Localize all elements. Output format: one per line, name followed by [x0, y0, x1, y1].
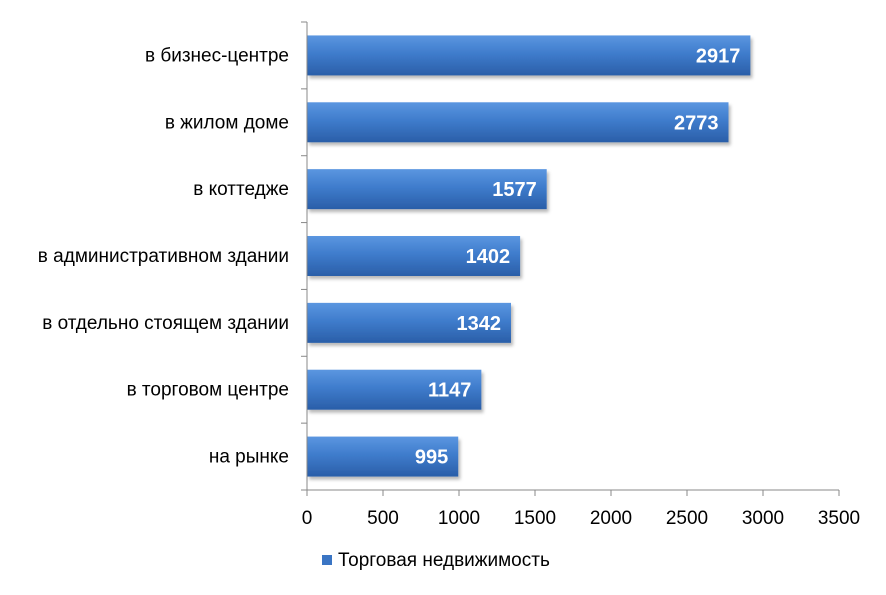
bar-0: [307, 35, 751, 76]
bar-2: [307, 169, 547, 210]
category-label-5: в торговом центре: [127, 380, 289, 401]
data-label-0: 2917: [696, 45, 741, 67]
legend-label: Торговая недвижимость: [338, 550, 550, 571]
bar-4: [307, 302, 511, 343]
bar-1: [307, 102, 729, 143]
category-label-6: на рынке: [209, 447, 289, 468]
bar-6: [307, 436, 459, 477]
x-tick-label-2: 1000: [438, 508, 480, 529]
x-tick-label-0: 0: [302, 508, 313, 529]
bar-3: [307, 236, 521, 276]
x-tick-label-1: 500: [367, 508, 399, 529]
data-label-6: 995: [415, 447, 448, 469]
data-label-4: 1342: [456, 313, 501, 335]
x-tick-label-5: 2500: [666, 508, 708, 529]
category-label-3: в административном здании: [38, 246, 289, 267]
bar-5: [307, 369, 482, 410]
data-label-3: 1402: [466, 246, 511, 268]
category-label-4: в отдельно стоящем здании: [42, 313, 289, 334]
x-tick-label-4: 2000: [590, 508, 632, 529]
category-label-0: в бизнес-центре: [145, 45, 289, 66]
x-tick-label-7: 3500: [818, 508, 860, 529]
bars: [307, 35, 751, 477]
data-label-1: 2773: [674, 112, 719, 134]
axes: 0 500 1000 1500 2000 2500 3000 3500: [301, 21, 860, 529]
x-tick-label-3: 1500: [514, 508, 556, 529]
category-label-1: в жилом доме: [165, 112, 289, 133]
data-label-2: 1577: [492, 179, 537, 201]
legend-swatch: [322, 555, 332, 565]
category-label-2: в коттедже: [193, 179, 289, 200]
x-tick-label-6: 3000: [742, 508, 784, 529]
legend: Торговая недвижимость: [322, 550, 550, 571]
labels: 2917 в бизнес-центре 2773 в жилом доме 1577 в…: [38, 45, 741, 468]
data-label-5: 1147: [428, 380, 471, 402]
